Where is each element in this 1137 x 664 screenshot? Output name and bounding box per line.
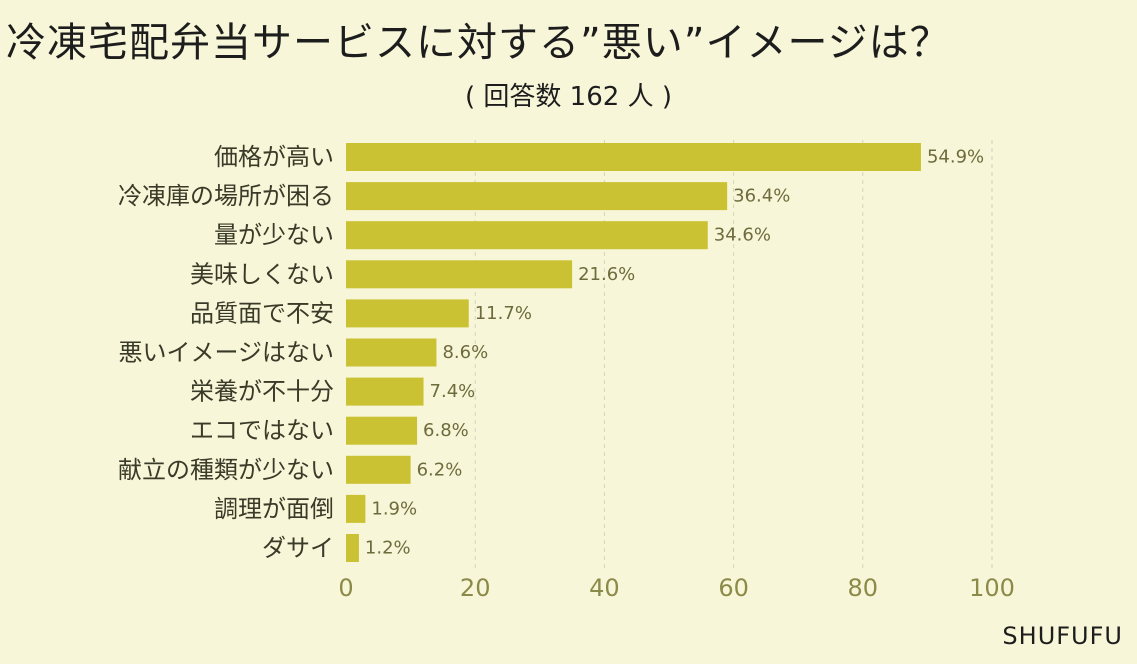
bar-9 <box>346 494 366 523</box>
bar-5 <box>346 338 437 367</box>
brand-watermark: SHUFUFU <box>1002 622 1123 650</box>
value-label-1: 36.4% <box>733 186 790 207</box>
x-tick-label-0: 0 <box>338 574 353 602</box>
value-label-5: 8.6% <box>442 342 488 363</box>
bar-2 <box>346 221 708 250</box>
x-tick-label-40: 40 <box>589 574 620 602</box>
x-tick-label-60: 60 <box>718 574 749 602</box>
bar-3 <box>346 260 573 289</box>
value-label-10: 1.2% <box>365 538 411 559</box>
category-label-3: 美味しくない <box>190 260 334 288</box>
bar-0 <box>346 143 921 171</box>
value-label-8: 6.2% <box>417 459 463 480</box>
chart-subtitle: ( 回答数 162 人 ) <box>465 82 672 112</box>
value-label-6: 7.4% <box>430 381 476 402</box>
category-label-10: ダサイ <box>262 534 334 562</box>
bar-7 <box>346 416 418 445</box>
bar-8 <box>346 455 411 484</box>
value-label-3: 21.6% <box>578 264 635 285</box>
value-label-7: 6.8% <box>423 420 469 441</box>
x-tick-label-80: 80 <box>848 574 879 602</box>
value-label-4: 11.7% <box>475 303 532 324</box>
chart-title: 冷凍宅配弁当サービスに対する”悪い”イメージは？ <box>6 20 951 66</box>
value-label-2: 34.6% <box>714 225 771 246</box>
x-tick-label-100: 100 <box>969 574 1015 602</box>
category-label-0: 価格が高い <box>214 143 334 171</box>
bar-10 <box>346 534 359 562</box>
bar-1 <box>346 182 728 211</box>
category-label-8: 献立の種類が少ない <box>118 456 334 484</box>
bar-6 <box>346 377 424 406</box>
category-label-5: 悪いイメージはない <box>118 339 334 367</box>
bar-4 <box>346 299 469 328</box>
value-label-9: 1.9% <box>371 498 417 519</box>
x-tick-label-20: 20 <box>460 574 491 602</box>
category-label-2: 量が少ない <box>214 221 334 249</box>
category-label-4: 品質面で不安 <box>190 299 334 327</box>
category-label-1: 冷凍庫の場所が困る <box>118 182 334 210</box>
category-label-6: 栄養が不十分 <box>190 378 334 406</box>
value-label-0: 54.9% <box>927 147 984 168</box>
category-label-9: 調理が面倒 <box>214 495 334 523</box>
category-label-7: エコではない <box>190 417 334 445</box>
